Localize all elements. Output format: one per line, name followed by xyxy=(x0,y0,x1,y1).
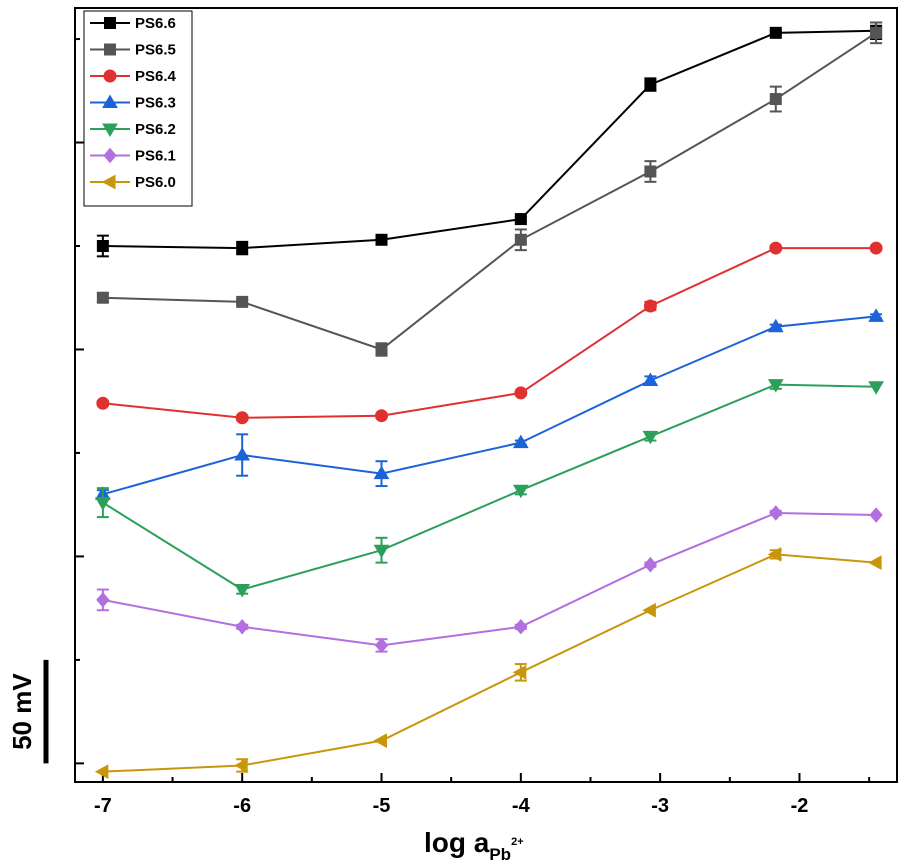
data-point xyxy=(375,233,388,246)
x-axis-title-sup: 2+ xyxy=(511,836,524,848)
data-point xyxy=(644,165,657,178)
x-axis-title: log aPb2+ xyxy=(424,827,524,864)
data-point xyxy=(236,242,249,255)
data-point xyxy=(374,637,389,654)
legend-item: PS6.1 xyxy=(90,148,176,165)
legend-marker xyxy=(102,123,118,137)
data-point xyxy=(643,556,658,573)
legend-marker xyxy=(103,69,117,83)
series-PS6.1 xyxy=(96,505,883,654)
data-point xyxy=(96,239,109,252)
data-point xyxy=(94,764,109,779)
data-point xyxy=(769,505,783,521)
data-point xyxy=(514,386,528,400)
data-point xyxy=(769,26,782,39)
series-PS6.2 xyxy=(94,379,884,598)
series-line xyxy=(102,511,877,647)
data-point xyxy=(767,379,784,393)
legend-marker xyxy=(104,43,116,56)
legend-label: PS6.0 xyxy=(135,174,176,191)
legend-marker xyxy=(104,17,116,29)
data-point xyxy=(375,343,388,356)
data-point xyxy=(94,497,111,511)
data-point xyxy=(644,78,657,91)
series-line xyxy=(102,315,877,496)
data-point xyxy=(512,484,529,499)
data-point xyxy=(235,619,249,635)
legend-item: PS6.0 xyxy=(90,174,176,191)
data-point xyxy=(514,233,527,246)
legend-label: PS6.1 xyxy=(135,148,176,165)
legend-label: PS6.2 xyxy=(135,121,176,138)
x-axis-title-main: log a xyxy=(424,827,490,858)
x-tick-label: -4 xyxy=(512,795,531,817)
data-point xyxy=(235,411,249,425)
data-point xyxy=(868,555,882,570)
data-point xyxy=(234,447,251,461)
axis-ticks xyxy=(75,38,871,782)
data-point xyxy=(642,430,659,445)
x-tick-labels: -7 -6 -5 -4 -3 -2 xyxy=(94,795,808,817)
series-line xyxy=(102,31,877,351)
data-point xyxy=(234,584,251,598)
legend-marker xyxy=(102,94,118,108)
legend-label: PS6.4 xyxy=(135,68,177,85)
data-point xyxy=(869,241,883,255)
data-point xyxy=(868,381,884,395)
series-PS6.6 xyxy=(96,21,883,258)
legend-marker xyxy=(101,174,116,190)
data-point xyxy=(642,602,656,618)
data-point xyxy=(869,507,883,523)
plot-frame xyxy=(74,7,898,783)
series-layer xyxy=(94,21,884,779)
legend-label: PS6.6 xyxy=(135,15,176,32)
x-tick-label: -6 xyxy=(233,795,251,817)
legend-item: PS6.6 xyxy=(90,15,176,32)
legend-label: PS6.3 xyxy=(135,95,176,112)
data-point xyxy=(234,758,248,773)
data-point xyxy=(373,465,390,480)
x-tick-label: -2 xyxy=(791,795,809,817)
data-point xyxy=(868,308,884,322)
x-axis-title-sub: Pb xyxy=(489,845,511,864)
series-PS6.5 xyxy=(96,21,883,357)
data-point xyxy=(767,547,782,562)
data-point xyxy=(96,291,109,304)
x-tick-label: -7 xyxy=(94,795,112,817)
series-line xyxy=(102,553,877,773)
data-point xyxy=(96,592,110,608)
data-point xyxy=(375,409,389,423)
x-tick-label: -5 xyxy=(373,795,391,817)
data-point xyxy=(373,544,390,559)
legend-item: PS6.5 xyxy=(90,42,176,59)
legend-label: PS6.5 xyxy=(135,42,176,59)
data-point xyxy=(642,372,659,387)
series-PS6.3 xyxy=(94,308,884,500)
data-point xyxy=(767,318,784,333)
series-PS6.0 xyxy=(94,547,882,779)
data-point xyxy=(96,396,110,410)
legend-item: PS6.4 xyxy=(90,68,177,85)
legend-item: PS6.3 xyxy=(90,95,176,112)
x-tick-label: -3 xyxy=(651,795,669,817)
legend-item: PS6.2 xyxy=(90,121,176,138)
data-point xyxy=(769,241,783,255)
series-line xyxy=(102,29,877,250)
data-point xyxy=(643,299,657,313)
data-point xyxy=(512,434,529,449)
scale-bar-label: 50 mV xyxy=(7,673,37,750)
data-point xyxy=(870,26,883,39)
legend-box xyxy=(83,10,193,207)
legend: PS6.6 PS6.5 PS6.4 PS6.3 PS6.2 PS6.1 PS6.0 xyxy=(83,10,193,207)
series-PS6.4 xyxy=(96,241,883,425)
data-point xyxy=(769,93,782,106)
data-point xyxy=(236,295,249,308)
data-point xyxy=(512,664,527,680)
data-point xyxy=(514,213,527,226)
data-point xyxy=(373,733,388,748)
data-point xyxy=(514,619,528,635)
legend-marker xyxy=(103,147,117,164)
